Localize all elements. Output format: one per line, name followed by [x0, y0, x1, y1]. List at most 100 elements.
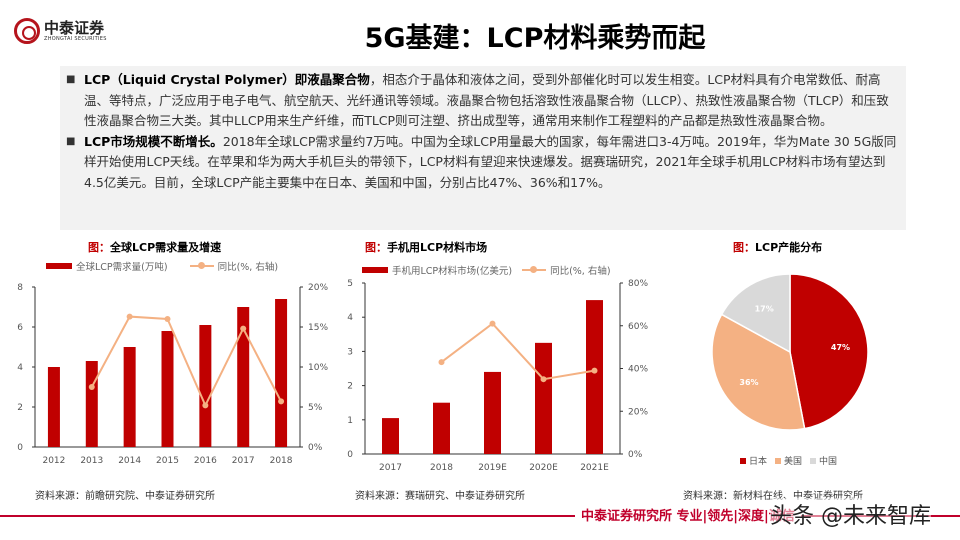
pie-label: 36%	[739, 378, 758, 387]
pie-slice	[711, 313, 806, 431]
title-prefix: 图：	[365, 241, 387, 254]
chart3-legend: 日本 美国 中国	[740, 454, 837, 467]
logo-subtext: ZHONGTAI SECURITIES	[44, 36, 107, 42]
bullet-heading: LCP（Liquid Crystal Polymer）即液晶聚合物	[84, 72, 370, 87]
x-tick-label: 2021E	[580, 463, 609, 473]
bar	[199, 325, 212, 447]
y2-tick-label: 0%	[628, 450, 643, 460]
bar	[123, 347, 136, 447]
watermark: 头条 @未来智库	[770, 498, 931, 530]
chart1-source: 资料来源：前瞻研究院、中泰证券研究所	[35, 491, 215, 502]
chart3-source: 资料来源：新材料在线、中泰证券研究所	[683, 491, 863, 502]
growth-point	[591, 367, 598, 374]
footer: 中泰证券研究所 专业|领先|深度|诚信	[0, 505, 960, 527]
growth-line	[440, 322, 595, 381]
logo-text: 中泰证券	[44, 19, 105, 37]
bullet-marker: ■	[66, 74, 76, 85]
bullet-heading: LCP市场规模不断增长。	[84, 133, 223, 149]
x-tick-label: 2017	[232, 456, 255, 466]
y-tick-label: 5	[347, 279, 353, 289]
y-tick-label: 6	[17, 323, 23, 333]
bullet-2: ■ LCP市场规模不断增长。2018年全球LCP需求量约7万吨。中国为全球LCP用…	[66, 132, 898, 194]
chart1-plot: 0 2 4 6 8 0% 5% 10% 15% 20% 2012 2013 2014 2015 2016 20…	[17, 283, 328, 466]
legend-label: 全球LCP需求量(万吨)	[76, 262, 168, 273]
chart2-plot: 0 1 2 3 4 5 0% 20% 40% 60% 80% 2017 2018 2019E 2020E 20…	[347, 279, 648, 473]
growth-point	[278, 398, 285, 405]
bullet-marker: ■	[66, 135, 76, 147]
bar	[85, 361, 98, 447]
y-tick-label: 2	[17, 403, 23, 413]
title-prefix: 图：	[733, 241, 755, 254]
x-tick-label: 2019E	[478, 463, 507, 473]
bullet-1: ■ LCP（Liquid Crystal Polymer）即液晶聚合物，相态介于晶…	[66, 70, 898, 132]
y2-tick-label: 20%	[308, 283, 328, 293]
legend-line-swatch	[522, 266, 547, 273]
bullet-text: 2018年全球LCP需求量约7万吨。中国为全球LCP用量最大的国家，每年需进口3…	[84, 133, 897, 190]
title-prefix: 图：	[88, 241, 110, 254]
y2-tick-label: 40%	[628, 365, 648, 375]
pie-slice	[789, 273, 869, 430]
y2-tick-label: 20%	[628, 407, 648, 417]
x-tick-label: 2015	[156, 456, 179, 466]
pie-slice	[720, 273, 791, 354]
x-tick-label: 2018	[430, 463, 453, 473]
x-tick-label: 2012	[42, 456, 65, 466]
legend-item: 中国	[810, 454, 837, 467]
bar	[484, 371, 501, 454]
legend-bar-swatch	[362, 267, 388, 273]
growth-point	[164, 316, 171, 322]
company-logo: 中泰证券 ZHONGTAI SECURITIES	[14, 18, 107, 44]
chart2-source: 资料来源：赛瑞研究、中泰证券研究所	[355, 491, 525, 502]
chart1-title: 图：全球LCP需求量及增速	[88, 239, 221, 255]
legend-label: 同比(%, 右轴)	[217, 262, 279, 273]
x-tick-label: 2020E	[529, 463, 558, 473]
pie-label: 47%	[831, 343, 850, 352]
growth-point	[489, 320, 496, 327]
x-tick-label: 2014	[118, 456, 141, 466]
legend-line-swatch	[189, 262, 214, 269]
growth-point	[88, 384, 95, 390]
y-tick-label: 2	[347, 382, 353, 392]
legend-item: 美国	[775, 454, 802, 467]
y2-tick-label: 10%	[308, 363, 328, 373]
bullet-text: ，相态介于晶体和液体之间，受到外部催化时可以发生相变。LCP材料具有介电常数低、…	[84, 72, 889, 128]
page-title: 5G基建：LCP材料乘势而起	[364, 23, 706, 54]
bar	[535, 342, 552, 454]
bar	[275, 299, 288, 447]
pie-label: 17%	[755, 304, 774, 313]
legend-bar-swatch	[46, 263, 72, 269]
x-tick-label: 2017	[379, 463, 402, 473]
growth-point	[240, 325, 247, 332]
y2-tick-label: 0%	[308, 443, 323, 453]
legend-item: 日本	[740, 454, 767, 467]
x-tick-label: 2016	[194, 456, 217, 466]
y-tick-label: 0	[17, 443, 23, 453]
y2-tick-label: 60%	[628, 322, 648, 332]
chart1-legend: 全球LCP需求量(万吨) 同比(%, 右轴)	[46, 259, 278, 273]
bar	[161, 331, 174, 447]
title-text: 全球LCP需求量及增速	[110, 241, 222, 254]
chart2-legend: 手机用LCP材料市场(亿美元) 同比(%, 右轴)	[362, 263, 611, 277]
y-tick-label: 1	[347, 416, 353, 426]
x-tick-label: 2018	[270, 456, 293, 466]
y-tick-label: 8	[17, 283, 23, 293]
legend-label: 手机用LCP材料市场(亿美元)	[392, 266, 513, 277]
y2-tick-label: 15%	[308, 323, 328, 333]
footer-divider	[0, 515, 960, 517]
x-tick-label: 2013	[80, 456, 103, 466]
growth-point	[126, 313, 133, 320]
bar	[47, 367, 60, 447]
y-tick-label: 3	[347, 347, 353, 357]
y-tick-label: 0	[347, 450, 353, 460]
text-box: ■ LCP（Liquid Crystal Polymer）即液晶聚合物，相态介于晶…	[60, 66, 906, 230]
growth-point	[540, 376, 547, 383]
footer-slogan: 中泰证券研究所 专业|领先|深度|诚信	[575, 505, 801, 524]
y2-tick-label: 80%	[628, 279, 648, 289]
bar	[237, 307, 250, 447]
y-tick-label: 4	[17, 363, 23, 373]
chart3-pie: 47% 36% 17%	[711, 273, 869, 431]
logo-icon	[14, 18, 40, 44]
growth-point	[202, 402, 209, 409]
bar	[586, 300, 603, 454]
title-text: 手机用LCP材料市场	[387, 241, 488, 254]
